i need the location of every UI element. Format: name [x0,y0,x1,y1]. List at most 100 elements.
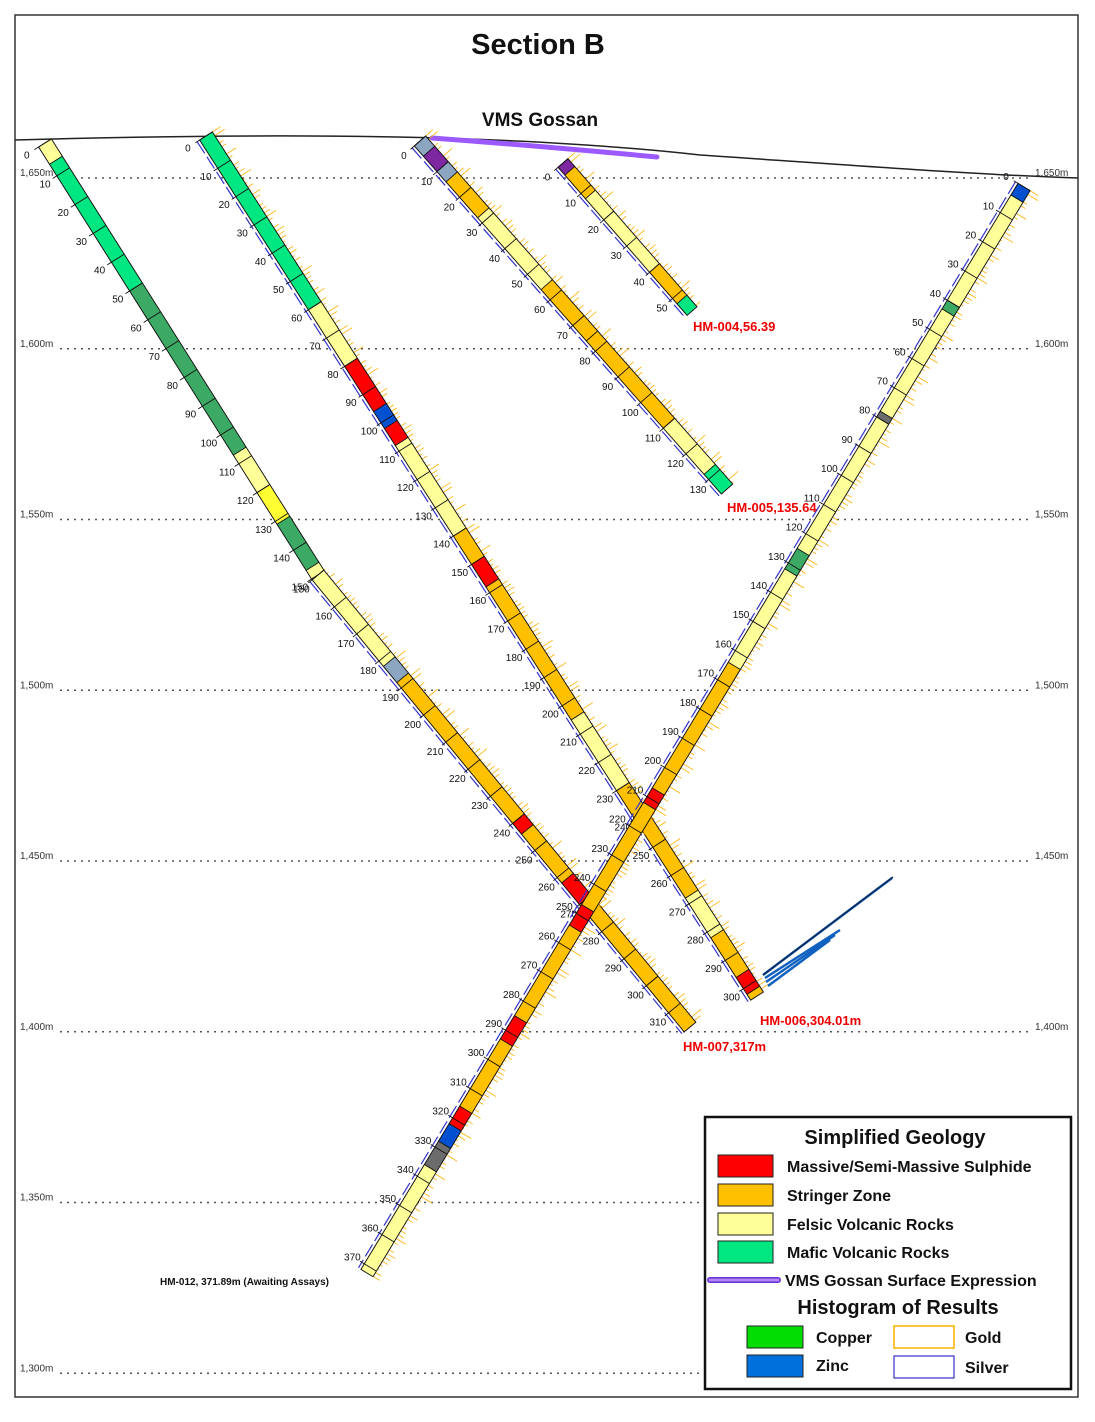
depth-label: 120 [667,459,684,470]
hole-label-hole-e: HM-004,56.39 [693,319,775,334]
depth-label: 220 [609,815,626,826]
depth-label: 80 [859,406,871,417]
legend-histogram-title: Histogram of Results [797,1297,998,1319]
depth-label: 30 [237,228,249,239]
depth-label: 150 [733,610,750,621]
depth-label: 20 [588,225,600,236]
depth-label: 70 [149,352,161,363]
depth-label: 100 [200,438,217,449]
depth-label: 100 [622,408,639,419]
depth-label: 90 [602,382,614,393]
legend-label-silver: Silver [965,1360,1009,1377]
depth-label: 290 [605,964,622,975]
depth-label: 50 [273,285,285,296]
depth-label: 0 [401,151,407,162]
depth-label: 130 [415,511,432,522]
depth-label: 270 [669,907,686,918]
depth-label: 120 [397,483,414,494]
depth-label: 170 [338,639,355,650]
depth-label: 250 [516,855,533,866]
depth-label: 230 [471,801,488,812]
depth-label: 210 [627,785,644,796]
legend-swatch-felsic [718,1213,773,1235]
hole-label-hole-c: HM-006,304.01m [760,1013,861,1028]
elevation-label-right: 1,600m [1035,339,1068,350]
depth-label: 310 [450,1077,467,1088]
depth-label: 60 [534,305,546,316]
depth-label: 170 [488,625,505,636]
depth-label: 120 [786,523,803,534]
elevation-label-left: 1,400m [20,1022,53,1033]
depth-label: 210 [427,747,444,758]
legend-swatch-copper [747,1326,803,1348]
depth-label: 160 [715,639,732,650]
depth-label: 40 [94,266,106,277]
depth-label: 70 [309,342,321,353]
depth-label: 50 [112,294,124,305]
depth-label: 210 [560,738,577,749]
depth-label: 190 [524,681,541,692]
legend-label-stringer: Stringer Zone [787,1188,891,1205]
depth-label: 190 [382,693,399,704]
hole-label-hole-d: HM-005,135.64 [727,500,817,515]
depth-label: 0 [24,150,30,161]
depth-label: 30 [611,251,623,262]
elevation-label-left: 1,350m [20,1193,53,1204]
legend-label-mafic: Mafic Volcanic Rocks [787,1245,950,1262]
depth-label: 30 [947,260,959,271]
depth-label: 270 [521,961,538,972]
depth-label: 220 [578,766,595,777]
depth-label: 10 [983,201,995,212]
depth-label: 0 [1003,172,1009,183]
depth-label: 20 [219,200,231,211]
legend-label-zinc: Zinc [816,1358,849,1375]
depth-label: 140 [433,540,450,551]
depth-label: 310 [649,1018,666,1029]
depth-label: 200 [404,720,421,731]
legend-label-gossan: VMS Gossan Surface Expression [785,1273,1037,1290]
depth-label: 60 [894,347,906,358]
depth-label: 300 [468,1048,485,1059]
depth-label: 150 [293,585,310,596]
depth-label: 40 [489,254,501,265]
depth-label: 10 [565,199,577,210]
depth-label: 220 [449,774,466,785]
depth-label: 40 [255,257,267,268]
elevation-label-left: 1,450m [20,851,53,862]
depth-label: 290 [705,964,722,975]
depth-label: 80 [167,381,179,392]
depth-label: 250 [633,851,650,862]
legend-label-gold: Gold [965,1330,1001,1347]
depth-label: 320 [432,1107,449,1118]
depth-label: 20 [58,208,70,219]
depth-label: 130 [768,552,785,563]
depth-label: 230 [596,794,613,805]
depth-label: 0 [185,144,191,155]
depth-label: 40 [930,289,942,300]
depth-label: 50 [511,280,523,291]
legend-label-felsic: Felsic Volcanic Rocks [787,1217,954,1234]
elevation-label-left: 1,500m [20,680,53,691]
depth-label: 350 [379,1194,396,1205]
legend-swatch-stringer [718,1184,773,1206]
depth-label: 60 [291,313,303,324]
hole-label-hole-f: HM-012, 371.89m (Awaiting Assays) [160,1277,329,1288]
legend: Simplified Geology Massive/Semi-Massive … [705,1117,1071,1389]
elevation-label-right: 1,500m [1035,680,1068,691]
depth-label: 70 [877,377,889,388]
depth-label: 80 [579,356,591,367]
depth-label: 90 [185,410,197,421]
depth-label: 50 [656,304,668,315]
depth-label: 50 [912,318,924,329]
depth-label: 150 [451,568,468,579]
elevation-label-right: 1,550m [1035,510,1068,521]
depth-label: 280 [583,937,600,948]
legend-swatch-mafic [718,1241,773,1263]
legend-swatch-sulphide [718,1155,773,1177]
depth-label: 130 [255,525,272,536]
elevation-label-left: 1,550m [20,510,53,521]
depth-label: 80 [327,370,339,381]
depth-label: 100 [361,426,378,437]
legend-label-copper: Copper [816,1330,872,1347]
